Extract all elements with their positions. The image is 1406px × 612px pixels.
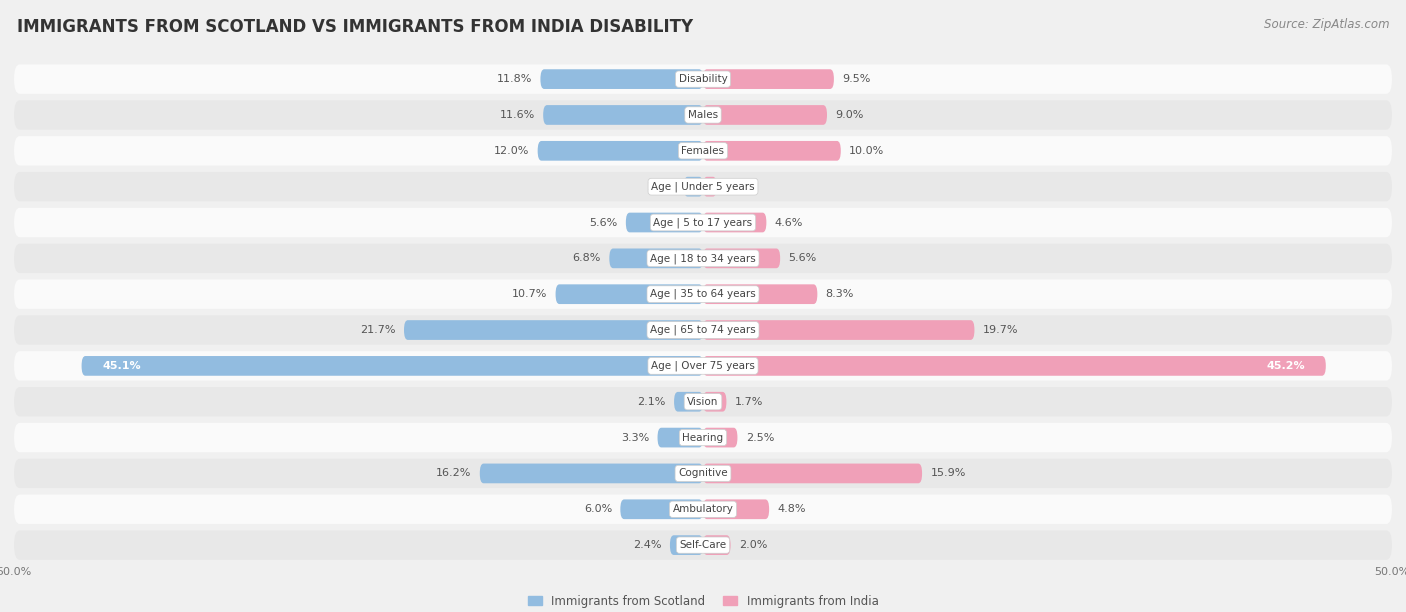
FancyBboxPatch shape bbox=[14, 280, 1392, 309]
Text: 15.9%: 15.9% bbox=[931, 468, 966, 479]
Text: 9.5%: 9.5% bbox=[842, 74, 870, 84]
FancyBboxPatch shape bbox=[683, 177, 703, 196]
Text: 21.7%: 21.7% bbox=[360, 325, 395, 335]
FancyBboxPatch shape bbox=[626, 212, 703, 233]
Text: Source: ZipAtlas.com: Source: ZipAtlas.com bbox=[1264, 18, 1389, 31]
Text: 5.6%: 5.6% bbox=[589, 217, 617, 228]
Text: Males: Males bbox=[688, 110, 718, 120]
Text: 1.0%: 1.0% bbox=[725, 182, 754, 192]
FancyBboxPatch shape bbox=[14, 172, 1392, 201]
Text: 2.1%: 2.1% bbox=[637, 397, 666, 407]
FancyBboxPatch shape bbox=[540, 69, 703, 89]
FancyBboxPatch shape bbox=[14, 208, 1392, 237]
FancyBboxPatch shape bbox=[14, 459, 1392, 488]
FancyBboxPatch shape bbox=[479, 463, 703, 483]
FancyBboxPatch shape bbox=[703, 499, 769, 519]
Text: Age | 35 to 64 years: Age | 35 to 64 years bbox=[650, 289, 756, 299]
Text: 11.6%: 11.6% bbox=[499, 110, 534, 120]
Text: 2.4%: 2.4% bbox=[633, 540, 662, 550]
FancyBboxPatch shape bbox=[703, 463, 922, 483]
Text: 9.0%: 9.0% bbox=[835, 110, 863, 120]
FancyBboxPatch shape bbox=[14, 387, 1392, 416]
Text: 1.7%: 1.7% bbox=[735, 397, 763, 407]
FancyBboxPatch shape bbox=[669, 536, 703, 555]
FancyBboxPatch shape bbox=[555, 285, 703, 304]
FancyBboxPatch shape bbox=[703, 320, 974, 340]
FancyBboxPatch shape bbox=[703, 428, 738, 447]
FancyBboxPatch shape bbox=[703, 392, 727, 412]
FancyBboxPatch shape bbox=[703, 536, 731, 555]
FancyBboxPatch shape bbox=[673, 392, 703, 412]
FancyBboxPatch shape bbox=[14, 315, 1392, 345]
FancyBboxPatch shape bbox=[703, 105, 827, 125]
Legend: Immigrants from Scotland, Immigrants from India: Immigrants from Scotland, Immigrants fro… bbox=[523, 590, 883, 612]
Text: 2.5%: 2.5% bbox=[745, 433, 775, 442]
Text: IMMIGRANTS FROM SCOTLAND VS IMMIGRANTS FROM INDIA DISABILITY: IMMIGRANTS FROM SCOTLAND VS IMMIGRANTS F… bbox=[17, 18, 693, 36]
FancyBboxPatch shape bbox=[14, 494, 1392, 524]
FancyBboxPatch shape bbox=[658, 428, 703, 447]
Text: Age | Over 75 years: Age | Over 75 years bbox=[651, 360, 755, 371]
FancyBboxPatch shape bbox=[14, 100, 1392, 130]
FancyBboxPatch shape bbox=[404, 320, 703, 340]
FancyBboxPatch shape bbox=[543, 105, 703, 125]
Text: 6.8%: 6.8% bbox=[572, 253, 600, 263]
Text: Self-Care: Self-Care bbox=[679, 540, 727, 550]
FancyBboxPatch shape bbox=[703, 69, 834, 89]
Text: Age | 5 to 17 years: Age | 5 to 17 years bbox=[654, 217, 752, 228]
Text: Vision: Vision bbox=[688, 397, 718, 407]
Text: 4.6%: 4.6% bbox=[775, 217, 803, 228]
Text: Females: Females bbox=[682, 146, 724, 156]
FancyBboxPatch shape bbox=[14, 351, 1392, 381]
Text: Age | 65 to 74 years: Age | 65 to 74 years bbox=[650, 325, 756, 335]
FancyBboxPatch shape bbox=[14, 244, 1392, 273]
FancyBboxPatch shape bbox=[703, 212, 766, 233]
FancyBboxPatch shape bbox=[703, 356, 1326, 376]
Text: 4.8%: 4.8% bbox=[778, 504, 806, 514]
Text: 45.1%: 45.1% bbox=[103, 361, 141, 371]
Text: 1.4%: 1.4% bbox=[647, 182, 675, 192]
Text: 12.0%: 12.0% bbox=[494, 146, 530, 156]
Text: 5.6%: 5.6% bbox=[789, 253, 817, 263]
FancyBboxPatch shape bbox=[703, 141, 841, 161]
Text: 45.2%: 45.2% bbox=[1267, 361, 1305, 371]
FancyBboxPatch shape bbox=[620, 499, 703, 519]
FancyBboxPatch shape bbox=[14, 136, 1392, 165]
Text: Hearing: Hearing bbox=[682, 433, 724, 442]
Text: Ambulatory: Ambulatory bbox=[672, 504, 734, 514]
FancyBboxPatch shape bbox=[82, 356, 703, 376]
FancyBboxPatch shape bbox=[703, 248, 780, 268]
Text: 16.2%: 16.2% bbox=[436, 468, 471, 479]
Text: Disability: Disability bbox=[679, 74, 727, 84]
FancyBboxPatch shape bbox=[703, 285, 817, 304]
FancyBboxPatch shape bbox=[14, 423, 1392, 452]
FancyBboxPatch shape bbox=[537, 141, 703, 161]
Text: 11.8%: 11.8% bbox=[496, 74, 531, 84]
Text: 3.3%: 3.3% bbox=[621, 433, 650, 442]
Text: 10.7%: 10.7% bbox=[512, 289, 547, 299]
FancyBboxPatch shape bbox=[14, 64, 1392, 94]
FancyBboxPatch shape bbox=[609, 248, 703, 268]
Text: 19.7%: 19.7% bbox=[983, 325, 1018, 335]
Text: Age | 18 to 34 years: Age | 18 to 34 years bbox=[650, 253, 756, 264]
Text: 6.0%: 6.0% bbox=[583, 504, 612, 514]
FancyBboxPatch shape bbox=[703, 177, 717, 196]
Text: 8.3%: 8.3% bbox=[825, 289, 853, 299]
FancyBboxPatch shape bbox=[14, 531, 1392, 560]
Text: 10.0%: 10.0% bbox=[849, 146, 884, 156]
Text: 2.0%: 2.0% bbox=[738, 540, 768, 550]
Text: Cognitive: Cognitive bbox=[678, 468, 728, 479]
Text: Age | Under 5 years: Age | Under 5 years bbox=[651, 181, 755, 192]
